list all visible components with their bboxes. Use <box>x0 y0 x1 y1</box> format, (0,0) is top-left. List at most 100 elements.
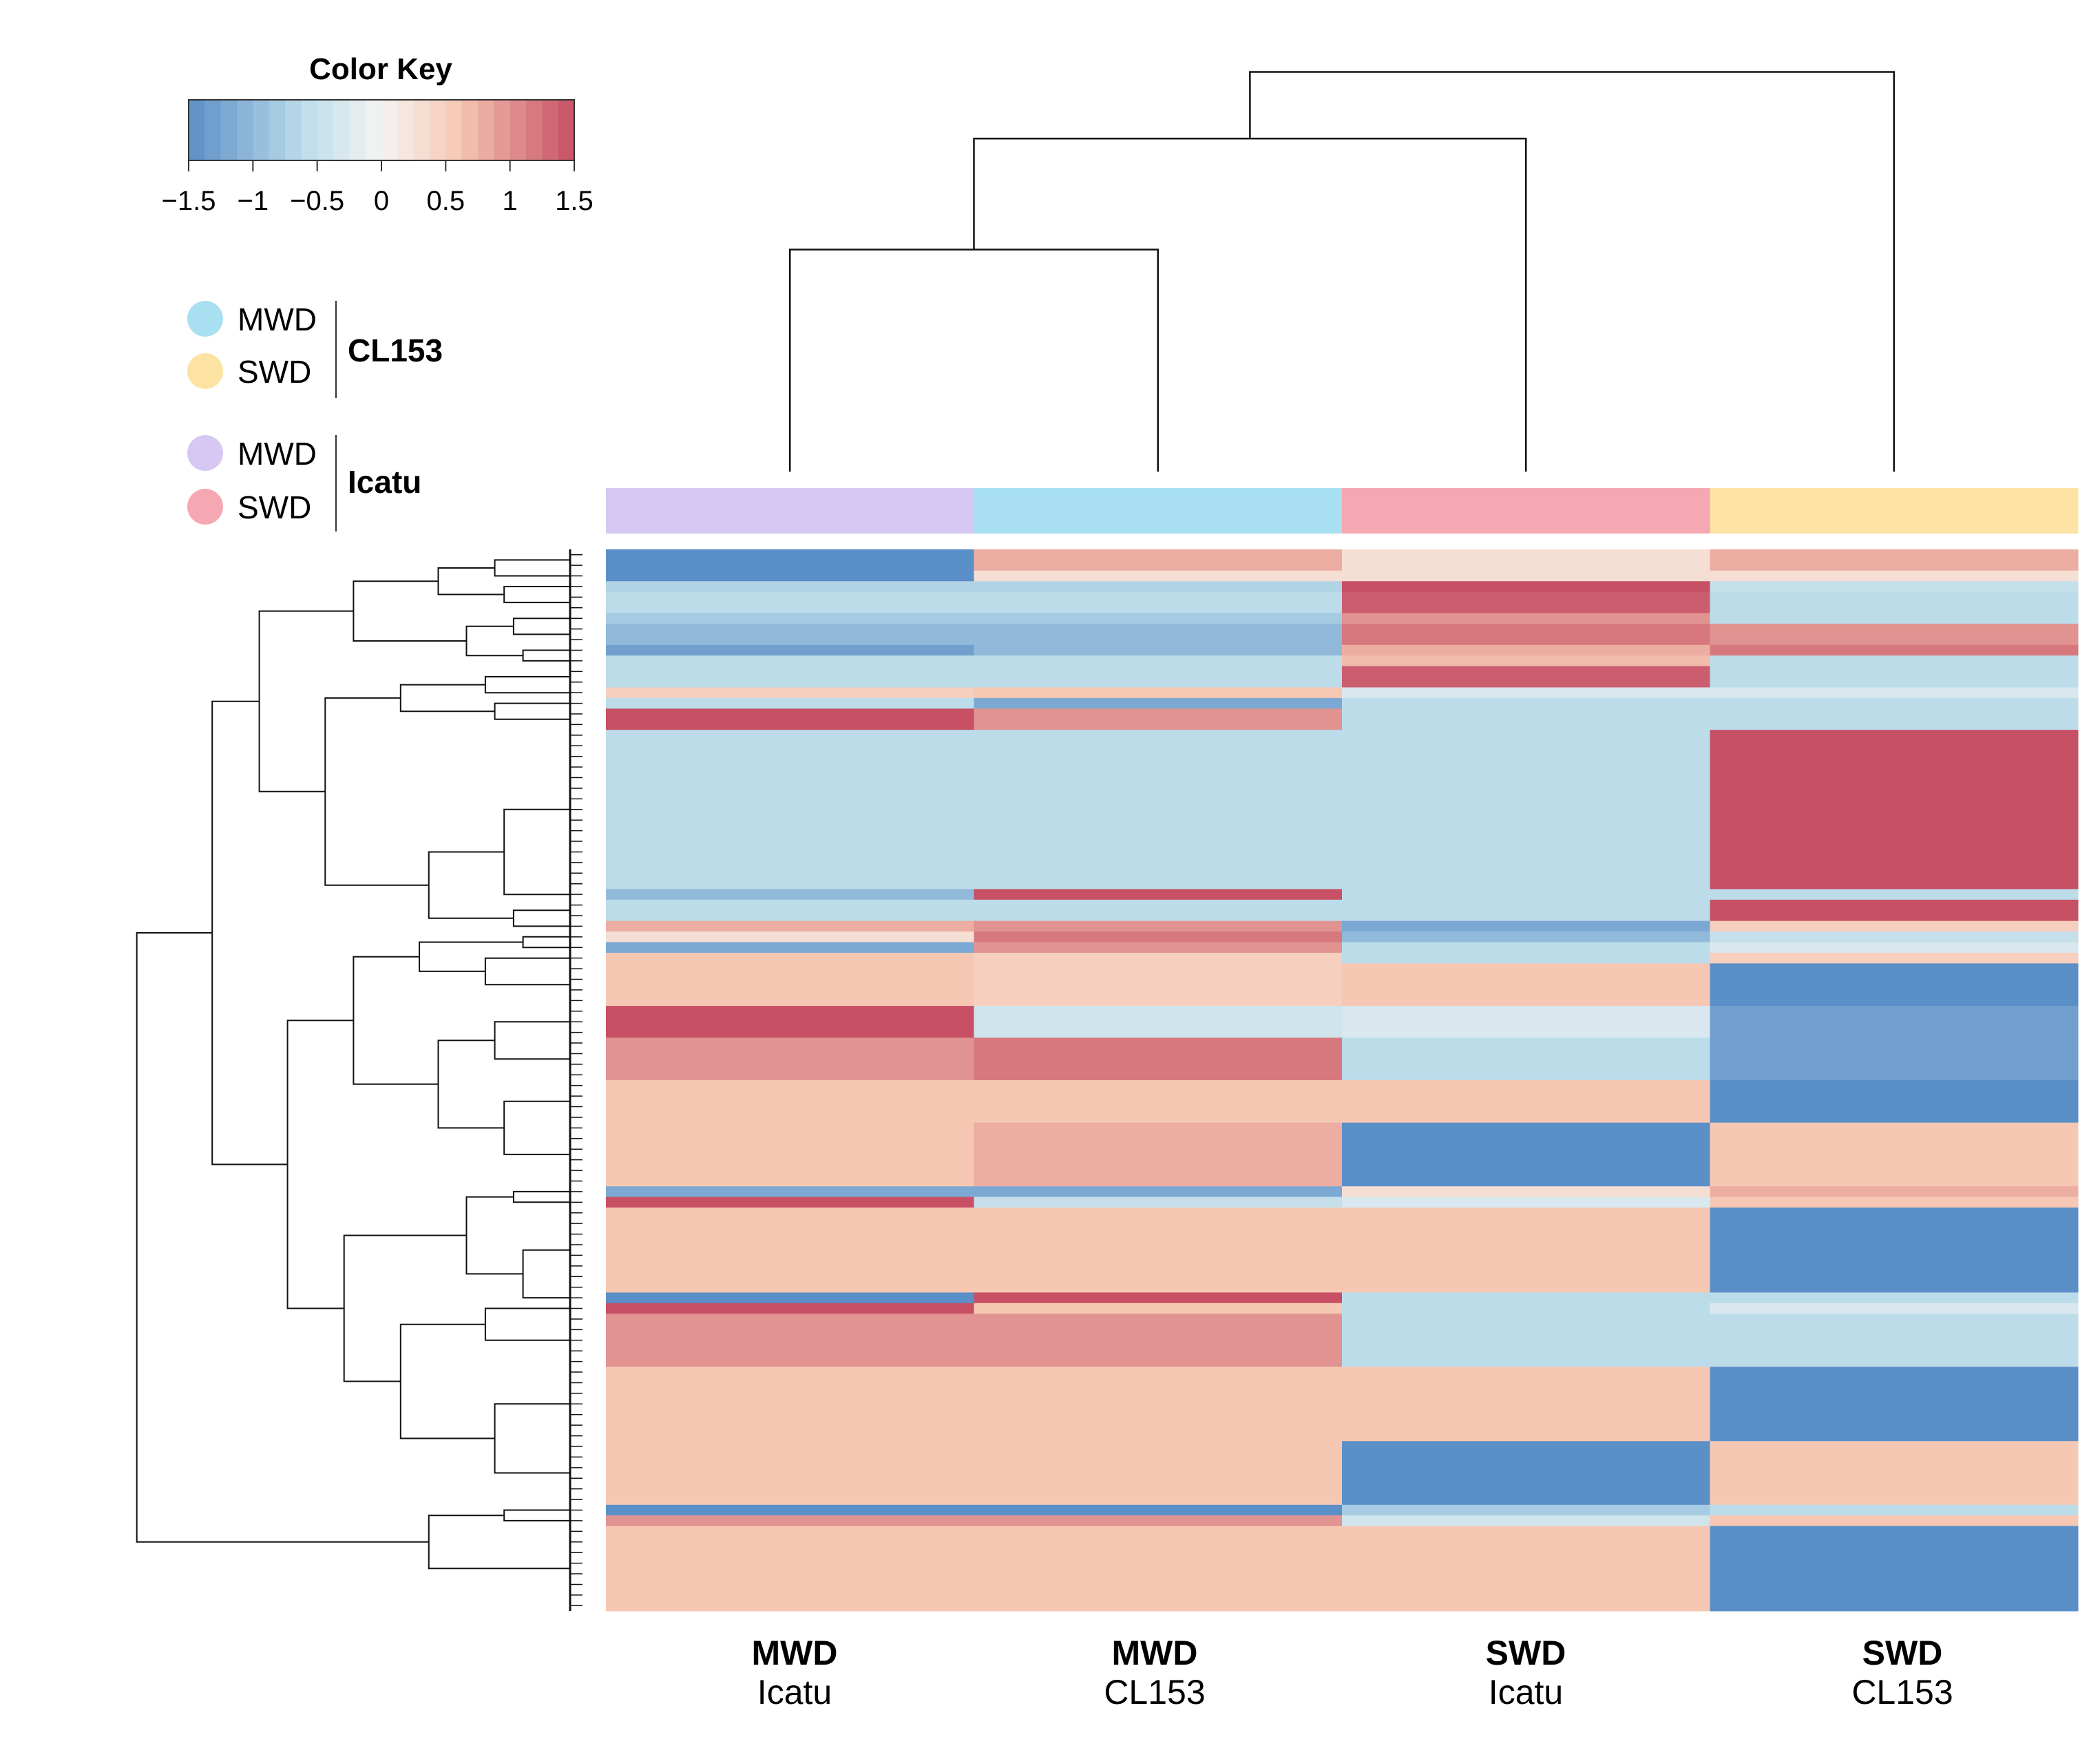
color-key-tick-label: 1.5 <box>555 186 594 216</box>
heatmap-cell <box>1710 963 2079 1006</box>
heatmap-cell <box>606 1504 974 1516</box>
row-dendrogram-link <box>324 697 429 886</box>
color-key-bin <box>558 100 575 160</box>
row-dendrogram-link <box>399 684 495 713</box>
row-dendrogram-link <box>484 1307 570 1341</box>
heatmap-cell <box>974 920 1343 932</box>
heatmap-cell <box>1342 1006 1710 1038</box>
heatmap-cell <box>1710 1526 2079 1612</box>
heatmap-cell <box>974 1080 1343 1124</box>
heatmap-cell <box>974 931 1343 943</box>
color-key-bin <box>204 100 222 160</box>
color-key-bin <box>494 100 511 160</box>
column-color-bar-segment <box>974 488 1343 534</box>
heatmap-cell <box>974 1186 1343 1198</box>
heatmap-cell <box>1710 708 2079 730</box>
color-key-axis: −1.5 −1 −0.5 0 0.5 1 1.5 <box>162 160 594 216</box>
column-label-genotype: CL153 <box>1104 1673 1205 1711</box>
heatmap-cell <box>1342 581 1710 593</box>
column-color-bar-segment <box>1710 488 2079 534</box>
heatmap-cell <box>974 613 1343 624</box>
color-key-tick-label: 1 <box>503 186 518 216</box>
heatmap-cell <box>606 931 974 943</box>
row-dendrogram-link <box>512 618 570 635</box>
legend-label-icatu-swd: SWD <box>238 489 311 525</box>
legend-group-icatu: MWD SWD Icatu <box>187 435 421 531</box>
heatmap-cell <box>1710 1006 2079 1038</box>
color-key-tick-label: 0 <box>374 186 389 216</box>
legend-swatch-cl153-swd <box>187 353 223 389</box>
heatmap-cell <box>1710 889 2079 900</box>
row-dendrogram-link <box>343 1234 467 1382</box>
color-key-title: Color Key <box>309 52 452 86</box>
color-key-bin <box>445 100 463 160</box>
row-dendrogram-link <box>503 1100 570 1155</box>
color-key-bin <box>333 100 350 160</box>
column-dendrogram-link <box>1249 71 1895 472</box>
heatmap-cell <box>974 687 1343 699</box>
color-key-bin <box>413 100 430 160</box>
column-color-bar <box>606 488 2079 534</box>
heatmap-cell <box>606 889 974 900</box>
heatmap-cell <box>974 1441 1343 1506</box>
heatmap-cell <box>974 1303 1343 1314</box>
column-label-condition: SWD <box>1486 1634 1566 1672</box>
heatmap-cell <box>974 570 1343 582</box>
row-dendrogram <box>136 549 582 1611</box>
color-key-bin <box>285 100 302 160</box>
heatmap-cell <box>1342 1441 1710 1506</box>
heatmap-cell <box>606 952 974 964</box>
row-dendrogram-link <box>503 586 570 604</box>
color-key-bin <box>317 100 334 160</box>
column-labels: MWD Icatu MWD CL153 SWD Icatu SWD CL153 <box>752 1634 1953 1711</box>
heatmap-cell <box>1342 963 1710 1006</box>
heatmap-cell <box>974 666 1343 688</box>
heatmap-cell <box>1710 570 2079 582</box>
heatmap-cell <box>606 1186 974 1198</box>
heatmap-cell <box>606 899 974 922</box>
heatmap-cell <box>606 1314 974 1367</box>
heatmap-cell <box>1710 697 2079 709</box>
heatmap-cell <box>606 1122 974 1187</box>
heatmap-cell <box>1342 1314 1710 1367</box>
heatmap-cell <box>1710 1303 2079 1314</box>
heatmap-cell <box>606 1526 974 1612</box>
heatmap-cell <box>606 687 974 699</box>
heatmap-cell <box>974 1037 1343 1081</box>
heatmap-cell <box>974 1314 1343 1367</box>
heatmap-cell <box>1342 666 1710 688</box>
heatmap-cell <box>606 1303 974 1314</box>
row-dendrogram-link <box>428 1515 570 1570</box>
heatmap-cell <box>1710 1186 2079 1198</box>
column-label-genotype: Icatu <box>757 1673 832 1711</box>
row-dendrogram-link <box>503 1509 570 1521</box>
color-key-tick-label: −0.5 <box>290 186 344 216</box>
color-key-bin <box>220 100 238 160</box>
color-key-bin <box>526 100 543 160</box>
heatmap-cell <box>1710 644 2079 656</box>
heatmap-cell <box>1710 623 2079 646</box>
row-dendrogram-link <box>494 1021 570 1060</box>
heatmap-cell <box>974 1367 1343 1442</box>
heatmap-cell <box>1342 1367 1710 1442</box>
heatmap-cell <box>974 591 1343 614</box>
heatmap-cell <box>1710 613 2079 624</box>
legend-group-cl153: MWD SWD CL153 <box>187 301 443 398</box>
heatmap-cell <box>974 730 1343 889</box>
heatmap-cell <box>1342 1197 1710 1208</box>
heatmap-cell <box>1342 1080 1710 1124</box>
legend-swatch-icatu-swd <box>187 489 223 525</box>
column-label-condition: SWD <box>1862 1634 1943 1672</box>
heatmap-cell <box>1342 697 1710 709</box>
row-dendrogram-link <box>428 851 514 919</box>
heatmap-cell <box>974 1006 1343 1038</box>
heatmap-cell <box>974 549 1343 571</box>
heatmap-cell <box>1342 1037 1710 1081</box>
heatmap-cell <box>1710 666 2079 688</box>
legend-label-icatu-mwd: MWD <box>238 436 317 472</box>
heatmap-cell <box>1342 644 1710 656</box>
row-dendrogram-link <box>211 700 288 1166</box>
row-dendrogram-link <box>484 957 570 986</box>
heatmap-cell <box>974 623 1343 646</box>
